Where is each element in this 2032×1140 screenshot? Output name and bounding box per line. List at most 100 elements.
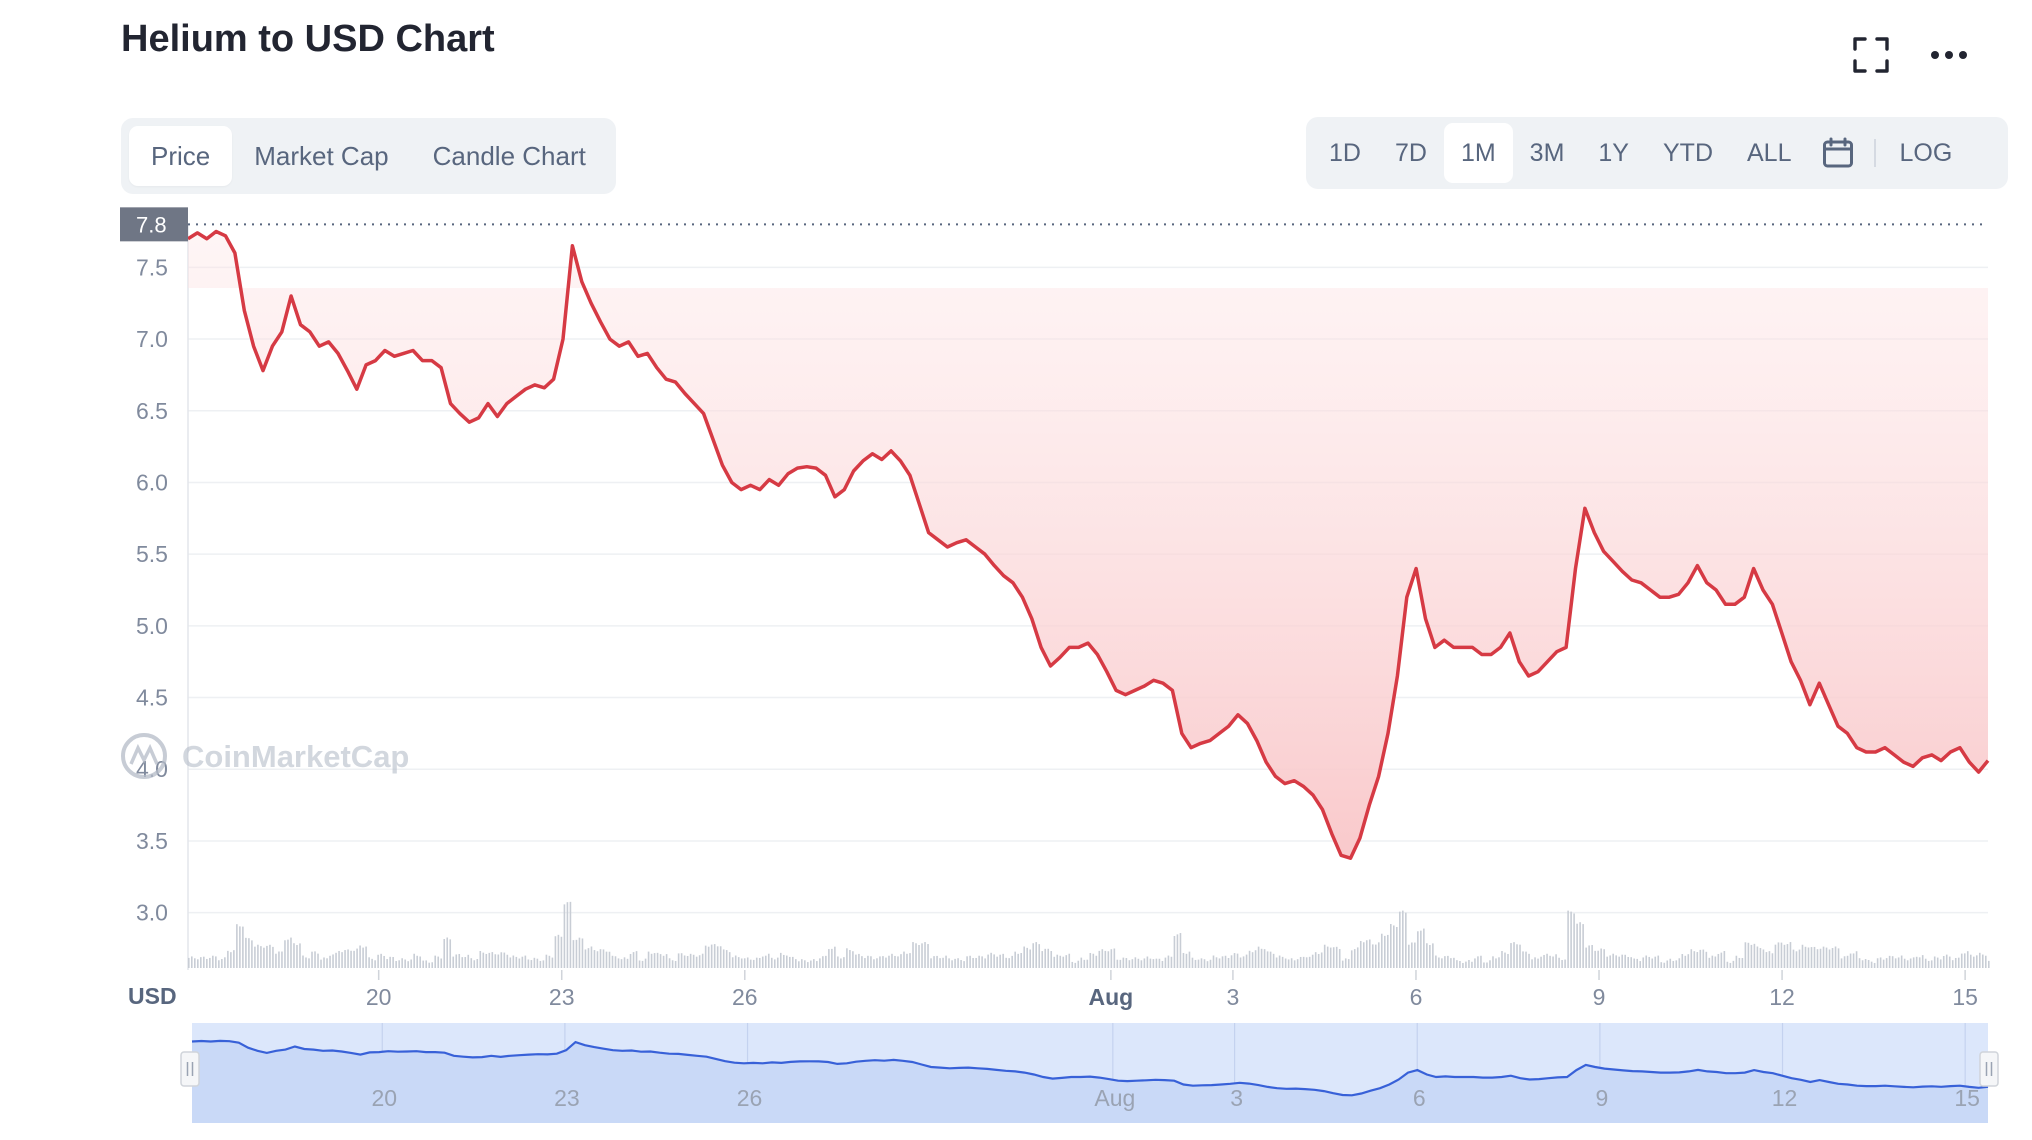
volume-bar xyxy=(1047,948,1050,968)
volume-bar xyxy=(611,955,614,968)
volume-bar xyxy=(746,957,749,968)
volume-bar xyxy=(437,956,440,968)
volume-bar xyxy=(939,958,941,968)
volume-bar xyxy=(1639,961,1642,968)
volume-bar xyxy=(668,958,671,968)
volume-bars xyxy=(188,901,1990,968)
volume-bar xyxy=(1921,955,1924,968)
volume-bar xyxy=(767,953,770,968)
volume-bar xyxy=(581,938,584,968)
tab-candle-chart[interactable]: Candle Chart xyxy=(432,140,586,171)
volume-bar xyxy=(1576,923,1578,968)
volume-bar xyxy=(1026,947,1028,968)
range-7d-button[interactable]: 7D xyxy=(1394,138,1427,167)
volume-bar xyxy=(1020,952,1022,968)
volume-bar xyxy=(1411,942,1413,968)
volume-bar xyxy=(1095,955,1098,968)
volume-bar xyxy=(1687,954,1690,968)
volume-bar xyxy=(662,955,665,968)
fullscreen-icon[interactable] xyxy=(1852,36,1890,74)
volume-bar xyxy=(1405,912,1407,968)
volume-bar xyxy=(1489,960,1491,968)
volume-bar xyxy=(885,957,887,968)
volume-bar xyxy=(1642,957,1645,968)
volume-bar xyxy=(488,952,491,968)
volume-bar xyxy=(1606,956,1608,968)
navigator-tick-label: 9 xyxy=(1595,1085,1608,1111)
navigator-left-handle[interactable] xyxy=(180,1051,200,1087)
volume-bar xyxy=(870,956,872,968)
volume-bar xyxy=(1432,943,1434,968)
range-1d-button[interactable]: 1D xyxy=(1329,138,1361,167)
range-all-button[interactable]: ALL xyxy=(1747,138,1792,167)
volume-bar xyxy=(1362,942,1365,968)
volume-bar xyxy=(464,957,467,968)
more-options-icon[interactable] xyxy=(1930,48,1970,62)
volume-bar xyxy=(356,948,358,968)
volume-bar xyxy=(602,949,605,968)
volume-bar xyxy=(1657,955,1660,968)
volume-bar xyxy=(897,956,899,968)
volume-bar xyxy=(927,944,929,968)
volume-bar xyxy=(221,959,223,968)
calendar-icon[interactable] xyxy=(1808,123,1868,183)
range-1y-button[interactable]: 1Y xyxy=(1598,138,1629,167)
x-tick-label: 9 xyxy=(1593,984,1606,1010)
volume-bar xyxy=(1420,930,1422,968)
volume-bar xyxy=(1350,950,1353,968)
volume-bar xyxy=(1444,956,1446,968)
volume-bar xyxy=(1377,942,1380,968)
volume-bar xyxy=(1774,944,1777,968)
y-tick-label: 3.0 xyxy=(136,900,168,926)
volume-bar xyxy=(1867,960,1870,968)
volume-bar xyxy=(458,953,461,968)
volume-bar xyxy=(1050,951,1053,968)
volume-bar xyxy=(701,953,704,968)
volume-bar xyxy=(287,939,289,968)
range-1m-button[interactable]: 1M xyxy=(1443,123,1513,183)
volume-bar xyxy=(969,955,971,968)
volume-bar xyxy=(1155,958,1158,968)
volume-bar xyxy=(1618,956,1620,968)
navigator-right-handle[interactable] xyxy=(1979,1051,1999,1087)
volume-bar xyxy=(1480,955,1482,968)
volume-bar xyxy=(284,940,286,968)
volume-bar xyxy=(704,945,707,968)
volume-bar xyxy=(1537,958,1539,968)
volume-bar xyxy=(1528,953,1530,968)
volume-bar xyxy=(1543,954,1545,968)
volume-bar xyxy=(1185,953,1188,968)
volume-bar xyxy=(1356,947,1359,968)
volume-bar xyxy=(1471,961,1473,968)
x-tick-label: 6 xyxy=(1410,984,1423,1010)
tab-market-cap[interactable]: Market Cap xyxy=(254,140,389,171)
volume-bar xyxy=(650,953,653,968)
volume-bar xyxy=(1951,960,1954,968)
log-scale-toggle[interactable]: LOG xyxy=(1899,138,1953,167)
tab-price[interactable]: Price xyxy=(129,126,233,186)
volume-bar xyxy=(1206,961,1209,968)
volume-bar xyxy=(1561,959,1563,968)
volume-bar xyxy=(1212,955,1215,968)
volume-bar xyxy=(1813,946,1816,968)
range-ytd-button[interactable]: YTD xyxy=(1663,138,1713,167)
volume-bar xyxy=(1197,959,1200,968)
volume-bar xyxy=(461,957,464,968)
navigator[interactable]: 20 23 26 Aug 3 6 9 12 15 xyxy=(180,1023,1999,1123)
volume-bar xyxy=(1729,962,1732,968)
volume-bar xyxy=(822,956,824,968)
volume-bar xyxy=(1477,956,1479,968)
volume-bar xyxy=(1825,947,1828,968)
volume-bar xyxy=(1071,961,1074,968)
volume-bar xyxy=(1146,956,1149,968)
volume-bar xyxy=(798,961,800,968)
volume-bar xyxy=(1966,951,1969,968)
range-3m-button[interactable]: 3M xyxy=(1529,138,1565,167)
volume-bar xyxy=(1281,956,1284,968)
volume-bar xyxy=(1750,944,1753,968)
volume-bar xyxy=(1501,951,1503,968)
volume-bar xyxy=(1882,959,1885,968)
volume-bar xyxy=(1663,962,1666,968)
volume-bar xyxy=(1462,962,1464,968)
volume-bar xyxy=(659,954,662,968)
